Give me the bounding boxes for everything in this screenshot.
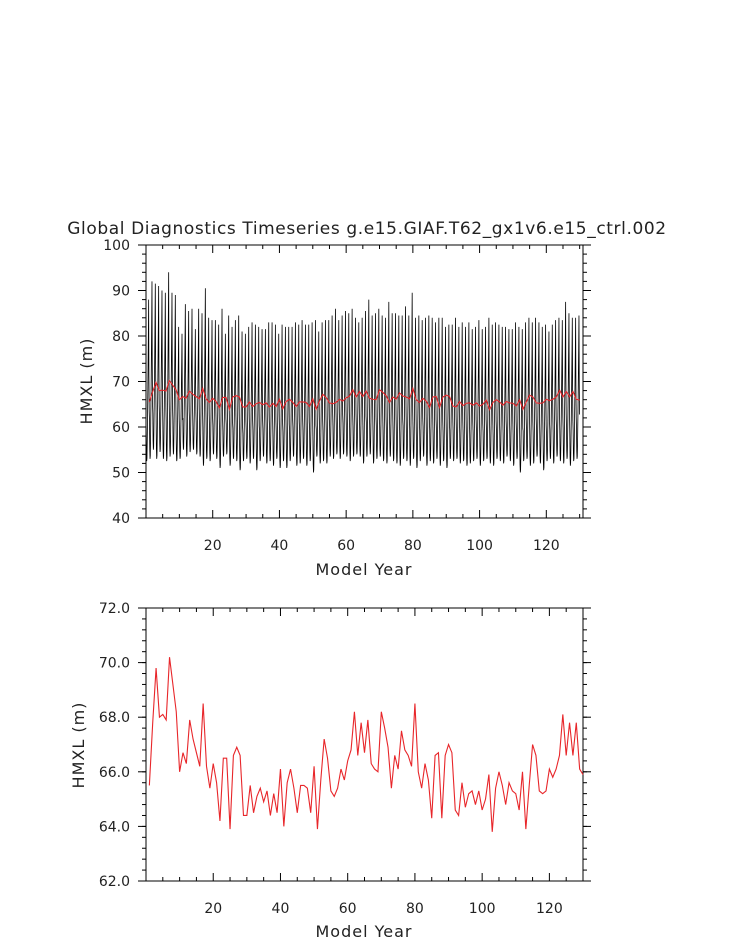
x-tick-label: 120: [533, 538, 560, 554]
bottom-plot-major-ticks: [138, 607, 591, 882]
top-plot: 20 40 60 80 100 120 40 50 60 70 80 90 100 Model Yea…: [77, 238, 591, 579]
bottom-plot-minor-ticks: [142, 607, 587, 882]
x-tick-label: 40: [271, 538, 289, 554]
annual-mean-series-line: [148, 657, 584, 832]
x-tick-label: 80: [404, 538, 422, 554]
y-tick-label: 70.0: [99, 656, 130, 672]
top-plot-data: [145, 272, 580, 473]
top-plot-y-tick-labels: 40 50 60 70 80 90 100: [103, 238, 130, 527]
y-tick-label: 68.0: [99, 710, 130, 726]
y-tick-label: 62.0: [99, 874, 130, 890]
y-tick-label: 40: [112, 511, 130, 527]
x-tick-label: 120: [536, 901, 563, 917]
top-plot-y-axis-label: HMXL (m): [77, 338, 96, 425]
y-tick-label: 90: [112, 284, 130, 300]
y-tick-label: 60: [112, 420, 130, 436]
y-tick-label: 66.0: [99, 765, 130, 781]
y-tick-label: 70: [112, 375, 130, 391]
bottom-plot-frame: [145, 607, 584, 882]
y-tick-label: 72.0: [99, 601, 130, 617]
y-tick-label: 100: [103, 238, 130, 254]
y-tick-label: 64.0: [99, 819, 130, 835]
top-plot-x-axis-label: Model Year: [316, 560, 413, 579]
bottom-plot-data: [148, 657, 584, 832]
bottom-plot-x-axis-label: Model Year: [316, 922, 413, 941]
x-tick-label: 80: [406, 901, 424, 917]
top-plot-x-tick-labels: 20 40 60 80 100 120: [204, 538, 560, 554]
x-tick-label: 20: [204, 538, 222, 554]
x-tick-label: 60: [337, 538, 355, 554]
y-tick-label: 50: [112, 466, 130, 482]
x-tick-label: 20: [204, 901, 222, 917]
x-tick-label: 60: [339, 901, 357, 917]
top-plot-major-ticks: [138, 244, 591, 519]
bottom-plot-y-axis-label: HMXL (m): [69, 702, 88, 789]
bottom-plot-y-tick-labels: 62.0 64.0 66.0 68.0 70.0 72.0: [99, 601, 130, 890]
x-tick-label: 40: [272, 901, 290, 917]
x-tick-label: 100: [469, 901, 496, 917]
monthly-series-line: [145, 272, 580, 473]
bottom-plot: 20 40 60 80 100 120 62.064.066.068.070.072.0 …: [69, 601, 591, 941]
x-tick-label: 100: [466, 538, 493, 554]
annual-mean-series-line: [148, 379, 580, 412]
y-tick-label: 80: [112, 329, 130, 345]
bottom-plot-x-tick-labels: 20 40 60 80 100 120: [204, 901, 562, 917]
chart-title: Global Diagnostics Timeseries g.e15.GIAF…: [67, 219, 666, 239]
